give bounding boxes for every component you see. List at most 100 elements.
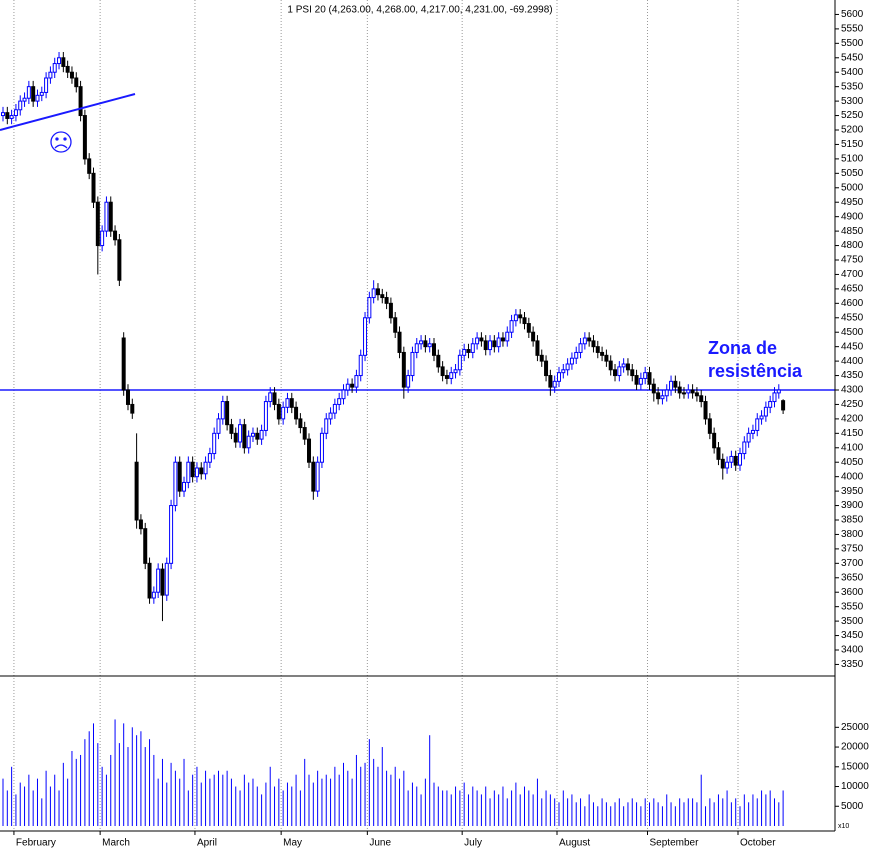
candle-body: [39, 91, 44, 96]
y-tick-label: 3600: [841, 587, 864, 598]
candle-body: [651, 383, 656, 394]
candle-body: [388, 302, 393, 319]
y-tick-label: 5450: [841, 52, 864, 63]
candle-body: [699, 395, 704, 403]
candle-body: [436, 354, 441, 368]
candle-body: [462, 349, 467, 356]
y-tick-label: 5200: [841, 125, 864, 136]
candle-body: [22, 97, 27, 102]
y-tick-label: 3700: [841, 558, 864, 569]
candle-body: [130, 403, 135, 414]
y-tick-label: 4400: [841, 356, 864, 367]
candle-body: [781, 400, 786, 411]
candle-body: [229, 424, 234, 434]
candle-body: [673, 380, 678, 388]
candle-body: [526, 323, 531, 333]
candle-body: [207, 453, 212, 463]
candle-body: [151, 591, 156, 599]
candle-body: [544, 360, 549, 377]
x-tick-label: October: [740, 838, 776, 849]
candle-body: [500, 337, 505, 342]
candle-body: [255, 432, 260, 440]
candle-body: [759, 415, 764, 420]
x-tick-label: May: [283, 838, 302, 849]
candle-body: [302, 427, 307, 440]
candle-body: [669, 380, 674, 391]
candle-body: [61, 57, 66, 67]
y-tick-label: 5250: [841, 110, 864, 121]
candle-body: [518, 314, 523, 319]
y-tick-label: 4850: [841, 226, 864, 237]
candle-body: [587, 337, 592, 342]
candle-body: [307, 438, 312, 463]
candle-body: [311, 461, 316, 492]
candle-body: [539, 354, 544, 362]
candle-body: [755, 418, 760, 431]
candle-body: [246, 435, 251, 449]
y-tick-label: 3750: [841, 544, 864, 555]
candle-body: [121, 337, 126, 391]
candle-body: [522, 317, 527, 325]
candle-body: [190, 461, 195, 478]
x-tick-label: April: [197, 838, 217, 849]
volume-panel: [2, 719, 784, 826]
sad-face-icon: [50, 131, 72, 153]
candle-body: [281, 406, 286, 420]
candle-body: [453, 369, 458, 374]
y-tick-label: 3350: [841, 659, 864, 670]
y-tick-label: 5000: [841, 182, 864, 193]
candle-body: [250, 432, 255, 437]
x-tick-label: June: [369, 838, 391, 849]
candle-body: [78, 86, 83, 117]
y-tick-label: 5400: [841, 67, 864, 78]
candle-body: [242, 424, 247, 449]
candle-body: [440, 366, 445, 377]
y-tick-label: 3850: [841, 515, 864, 526]
candle-body: [13, 109, 18, 117]
candle-body: [707, 418, 712, 434]
candle-body: [716, 447, 721, 460]
y-tick-label: 5350: [841, 81, 864, 92]
y-tick-label: 4550: [841, 312, 864, 323]
candle-body: [371, 288, 376, 299]
y-tick-label: 4250: [841, 399, 864, 410]
candle-body: [337, 398, 342, 405]
y-tick-label: 3900: [841, 500, 864, 511]
candle-body: [531, 331, 536, 342]
candle-body: [608, 360, 613, 371]
candle-body: [509, 320, 514, 333]
candle-body: [776, 389, 781, 394]
candle-body: [147, 562, 152, 599]
candle-body: [26, 86, 31, 99]
candle-body: [276, 403, 281, 420]
candle-body: [488, 340, 493, 351]
y-tick-label: 4050: [841, 457, 864, 468]
candle-body: [384, 297, 389, 304]
y-tick-label: 4650: [841, 284, 864, 295]
candle-body: [496, 337, 501, 348]
x-tick-label: September: [650, 838, 700, 849]
candle-body: [225, 401, 230, 426]
candle-body: [233, 432, 238, 443]
candle-body: [763, 406, 768, 417]
candle-body: [31, 86, 36, 102]
y-tick-label: 3500: [841, 616, 864, 627]
candle-body: [591, 340, 596, 348]
candle-body: [535, 340, 540, 356]
candle-body: [457, 354, 462, 371]
candle-body: [444, 375, 449, 379]
candle-body: [595, 346, 600, 353]
annotation: Zona de: [708, 338, 777, 358]
grid: [13, 0, 739, 831]
y-tick-label: 3950: [841, 486, 864, 497]
candle-body: [664, 389, 669, 397]
candle-body: [617, 366, 622, 377]
candle-body: [738, 453, 743, 466]
candle-body: [289, 398, 294, 408]
chart-title: 1 PSI 20 (4,263.00, 4,268.00, 4,217.00, …: [287, 5, 552, 16]
y-tick-label: 4100: [841, 442, 864, 453]
candle-body: [393, 317, 398, 333]
y-tick-label: 4150: [841, 428, 864, 439]
candle-body: [328, 412, 333, 420]
candle-body: [74, 77, 79, 88]
